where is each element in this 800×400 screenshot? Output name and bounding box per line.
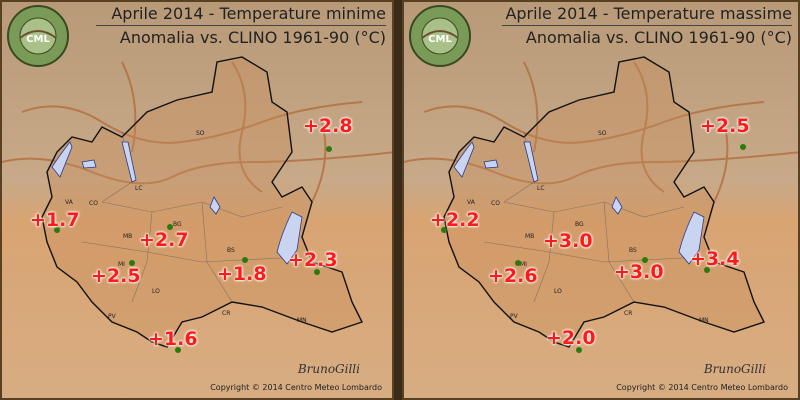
- cml-logo: CML: [409, 5, 471, 67]
- author-signature: BrunoGilli: [297, 362, 360, 376]
- panel-subtitle: Anomalia vs. CLINO 1961-90 (°C): [119, 28, 386, 47]
- anomaly-pavia: +1.6: [148, 328, 198, 350]
- station-garda: [314, 269, 320, 275]
- station-varese: [54, 227, 60, 233]
- station-markers: [441, 144, 746, 353]
- city-label-mb: MB: [525, 233, 535, 240]
- panel-header: Aprile 2014 - Temperature massime Anomal…: [502, 4, 792, 49]
- station-brescia: [242, 257, 248, 263]
- station-milano: [515, 260, 521, 266]
- river-network: [2, 61, 392, 203]
- station-milano: [129, 260, 135, 266]
- relief-map: [2, 2, 392, 398]
- panel-minimum-temperatures: CML Aprile 2014 - Temperature minime Ano…: [0, 0, 394, 400]
- anomaly-garda: +2.3: [288, 249, 338, 271]
- city-label-va: VA: [467, 199, 475, 206]
- river-network: [404, 61, 798, 203]
- city-label-mn: MN: [699, 317, 709, 324]
- panel-title: Aprile 2014 - Temperature minime: [111, 4, 386, 23]
- panel-title: Aprile 2014 - Temperature massime: [505, 4, 792, 23]
- city-label-lo: LO: [554, 288, 562, 295]
- station-sondrio: [326, 146, 332, 152]
- author-signature: BrunoGilli: [703, 362, 766, 376]
- title-divider: [96, 25, 386, 26]
- city-label-bg: BG: [173, 221, 182, 228]
- anomaly-varese: +1.7: [30, 209, 80, 231]
- cml-logo: CML: [7, 5, 69, 67]
- station-pavia: [576, 347, 582, 353]
- station-markers: [54, 146, 332, 353]
- city-label-mi: MI: [520, 261, 527, 268]
- city-label-cr: CR: [624, 310, 633, 317]
- anomaly-milano: +2.5: [91, 265, 141, 287]
- logo-center-text: CML: [26, 34, 50, 45]
- anomaly-milano: +2.6: [488, 265, 538, 287]
- lakes: [453, 141, 705, 265]
- station-varese: [441, 227, 447, 233]
- anomaly-varese: +2.2: [430, 209, 480, 231]
- anomaly-sondrio: +2.8: [303, 115, 353, 137]
- city-label-lc: LC: [537, 185, 545, 192]
- city-label-lo: LO: [152, 288, 160, 295]
- panel-maximum-temperatures: CML Aprile 2014 - Temperature massime An…: [402, 0, 800, 400]
- city-label-pv: PV: [108, 313, 116, 320]
- anomaly-bergamo: +2.7: [139, 229, 189, 251]
- city-label-co: CO: [491, 200, 500, 207]
- station-pavia: [175, 347, 181, 353]
- relief-map: [404, 2, 798, 398]
- city-label-mi: MI: [118, 261, 125, 268]
- city-label-so: SO: [196, 130, 205, 137]
- panel-subtitle: Anomalia vs. CLINO 1961-90 (°C): [525, 28, 792, 47]
- logo-center-text: CML: [428, 34, 452, 45]
- copyright-notice: Copyright © 2014 Centro Meteo Lombardo: [616, 383, 788, 392]
- station-bergamo: [565, 233, 571, 239]
- panel-header: Aprile 2014 - Temperature minime Anomali…: [96, 4, 386, 49]
- anomaly-garda: +3.4: [690, 248, 740, 270]
- city-label-bg: BG: [575, 221, 584, 228]
- anomaly-brescia: +1.8: [217, 263, 267, 285]
- city-label-co: CO: [89, 200, 98, 207]
- anomaly-pavia: +2.0: [546, 327, 596, 349]
- city-label-bs: BS: [227, 247, 235, 254]
- city-label-lc: LC: [135, 185, 143, 192]
- copyright-notice: Copyright © 2014 Centro Meteo Lombardo: [210, 383, 382, 392]
- city-label-bs: BS: [629, 247, 637, 254]
- city-label-mn: MN: [297, 317, 307, 324]
- station-brescia: [642, 257, 648, 263]
- title-divider: [502, 25, 792, 26]
- city-label-cr: CR: [222, 310, 231, 317]
- station-sondrio: [740, 144, 746, 150]
- lakes: [51, 141, 303, 265]
- station-garda: [704, 267, 710, 273]
- anomaly-brescia: +3.0: [614, 261, 664, 283]
- city-label-mb: MB: [123, 233, 133, 240]
- city-label-va: VA: [65, 199, 73, 206]
- city-label-so: SO: [598, 130, 607, 137]
- anomaly-bergamo: +3.0: [543, 230, 593, 252]
- station-bergamo: [167, 224, 173, 230]
- city-label-pv: PV: [510, 313, 518, 320]
- anomaly-sondrio: +2.5: [700, 115, 750, 137]
